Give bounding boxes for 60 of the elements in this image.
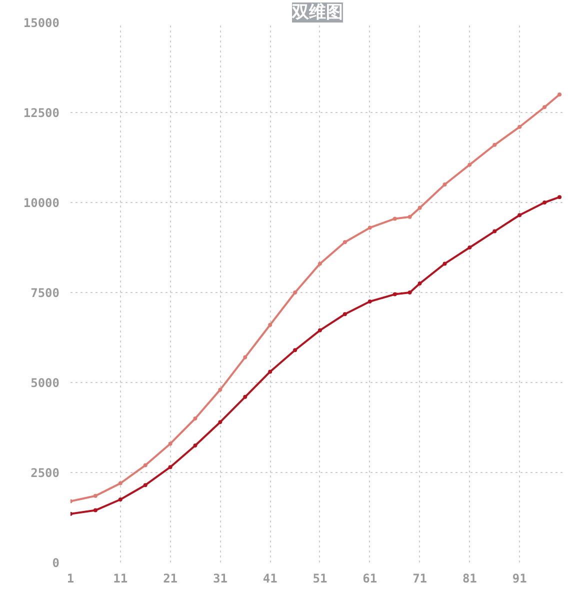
point	[342, 240, 347, 244]
point	[542, 105, 547, 110]
x-tick-label: 71	[412, 572, 428, 586]
y-tick-label: 7500	[30, 286, 60, 300]
point	[542, 200, 547, 204]
x-tick-label: 41	[262, 572, 278, 586]
x-tick-label: 61	[362, 572, 378, 586]
point	[293, 348, 298, 352]
point	[558, 195, 562, 200]
point	[408, 290, 412, 294]
x-tick-label: 51	[312, 572, 328, 586]
point	[468, 246, 472, 250]
point	[518, 124, 522, 129]
point	[418, 282, 422, 286]
point	[118, 498, 122, 502]
point	[418, 206, 422, 210]
point	[392, 292, 397, 296]
point	[193, 444, 198, 448]
point	[143, 463, 148, 468]
y-tick-label: 15000	[23, 16, 60, 30]
point	[243, 355, 248, 360]
point	[218, 420, 222, 424]
point	[268, 370, 272, 374]
point	[558, 92, 562, 96]
x-tick-label: 91	[512, 572, 527, 586]
point	[492, 142, 497, 147]
x-tick-label: 31	[212, 572, 228, 586]
point	[168, 442, 172, 446]
x-tick-label: 11	[113, 572, 128, 586]
y-tick-label: 5000	[30, 376, 60, 390]
point	[168, 465, 172, 470]
point	[342, 312, 347, 316]
point	[243, 394, 248, 399]
y-tick-label: 10000	[23, 196, 60, 210]
point	[93, 508, 98, 512]
x-tick-label: 21	[163, 572, 178, 586]
point	[318, 262, 322, 266]
point	[118, 481, 122, 486]
point	[143, 483, 148, 488]
point	[293, 290, 298, 294]
point	[492, 229, 497, 234]
point	[268, 322, 272, 327]
point	[193, 416, 198, 420]
y-tick-label: 2500	[30, 466, 60, 480]
point	[468, 162, 472, 167]
point	[392, 216, 397, 221]
point	[408, 214, 412, 219]
point	[318, 328, 322, 332]
chart-title: 双维图	[291, 2, 343, 22]
point	[368, 226, 372, 230]
y-tick-label: 0	[52, 556, 60, 570]
point	[518, 213, 522, 218]
point	[442, 182, 447, 186]
x-tick-label: 1	[66, 572, 74, 586]
point	[93, 494, 98, 498]
point	[442, 262, 447, 266]
y-tick-label: 12500	[23, 106, 60, 120]
point	[368, 300, 372, 304]
x-tick-label: 81	[462, 572, 477, 586]
point	[218, 388, 222, 392]
